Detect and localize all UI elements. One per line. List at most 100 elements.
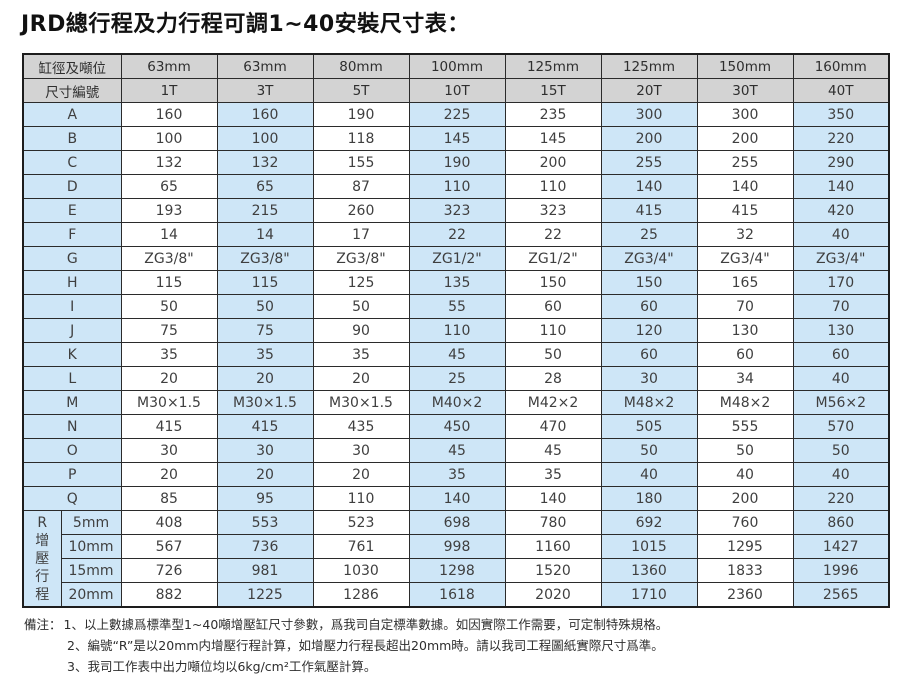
- data-cell: 35: [312, 342, 410, 367]
- data-cell: 125: [312, 270, 410, 295]
- data-cell: 28: [504, 366, 602, 391]
- data-cell: M30×1.5: [312, 390, 410, 415]
- data-cell: 1618: [408, 582, 506, 608]
- data-cell: 882: [120, 582, 218, 608]
- data-cell: 215: [216, 198, 314, 223]
- data-cell: 300: [696, 102, 794, 127]
- table-row: E 193 215 260 323 323 415 415 420: [22, 198, 890, 223]
- data-cell: 193: [120, 198, 218, 223]
- header-diameter-cell: 63mm: [216, 53, 314, 79]
- row-label: C: [22, 150, 122, 175]
- dimension-table: 缸徑及噸位 63mm 63mm 80mm 100mm 125mm 125mm 150mm 16…: [22, 53, 890, 608]
- data-cell: 140: [792, 174, 890, 199]
- data-cell: 110: [312, 486, 410, 511]
- row-label: A: [22, 102, 122, 127]
- data-cell: 255: [600, 150, 698, 175]
- data-cell: 1225: [216, 582, 314, 608]
- data-cell: 87: [312, 174, 410, 199]
- data-cell: 135: [408, 270, 506, 295]
- table-row: I 50 50 50 55 60 60 70 70: [22, 294, 890, 319]
- data-cell: 1286: [312, 582, 410, 608]
- header-tonnage-cell: 15T: [504, 78, 602, 103]
- data-cell: 150: [504, 270, 602, 295]
- data-cell: 40: [696, 462, 794, 487]
- data-cell: 85: [120, 486, 218, 511]
- data-cell: 40: [792, 222, 890, 247]
- notes-prefix: 備注：: [24, 617, 62, 632]
- table-row-r: 20mm 882 1225 1286 1618 2020 1710 2360 2565: [23, 582, 890, 608]
- table-row-r: 10mm 567 736 761 998 1160 1015 1295 1427: [23, 534, 890, 559]
- data-cell: ZG3/4": [696, 246, 794, 271]
- data-cell: 420: [792, 198, 890, 223]
- row-label: O: [22, 438, 122, 463]
- row-label: D: [22, 174, 122, 199]
- data-cell: 760: [696, 510, 794, 535]
- data-cell: 20: [120, 366, 218, 391]
- data-cell: 50: [504, 342, 602, 367]
- data-cell: 225: [408, 102, 506, 127]
- header-diameter-cell: 63mm: [120, 53, 218, 79]
- note-line-1: 備注： 1、以上數據爲標準型1~40噸增壓缸尺寸參數，爲我司自定標準數據。如因實際…: [24, 614, 668, 635]
- data-cell: 523: [312, 510, 410, 535]
- data-cell: 698: [408, 510, 506, 535]
- data-cell: 35: [408, 462, 506, 487]
- table-row: J 75 75 90 110 110 120 130 130: [22, 318, 890, 343]
- data-cell: 110: [504, 318, 602, 343]
- data-cell: 555: [696, 414, 794, 439]
- data-cell: 220: [792, 126, 890, 151]
- row-label: J: [22, 318, 122, 343]
- row-label: K: [22, 342, 122, 367]
- data-cell: 115: [216, 270, 314, 295]
- data-cell: ZG3/8": [120, 246, 218, 271]
- data-cell: 736: [216, 534, 314, 559]
- table-row: B 100 100 118 145 145 200 200 220: [22, 126, 890, 151]
- table-row: A 160 160 190 225 235 300 300 350: [22, 102, 890, 127]
- data-cell: 180: [600, 486, 698, 511]
- data-cell: 415: [600, 198, 698, 223]
- data-cell: 50: [120, 294, 218, 319]
- data-cell: 200: [696, 486, 794, 511]
- data-cell: 110: [408, 318, 506, 343]
- data-cell: 40: [792, 366, 890, 391]
- data-cell: 70: [792, 294, 890, 319]
- note-line-2: 2、編號“R”是以20mm内增壓行程計算，如增壓力行程長超出20mm時。請以我司…: [24, 635, 668, 656]
- row-label: I: [22, 294, 122, 319]
- data-cell: 1295: [696, 534, 794, 559]
- data-cell: 35: [216, 342, 314, 367]
- data-cell: 1427: [792, 534, 890, 559]
- r-label-char: 行: [35, 568, 50, 585]
- data-cell: 415: [696, 198, 794, 223]
- data-cell: ZG3/8": [312, 246, 410, 271]
- table-row: P 20 20 20 35 35 40 40 40: [22, 462, 890, 487]
- data-cell: 1996: [792, 558, 890, 583]
- data-cell: 40: [600, 462, 698, 487]
- data-cell: 132: [120, 150, 218, 175]
- data-cell: 30: [216, 438, 314, 463]
- data-cell: 860: [792, 510, 890, 535]
- data-cell: 45: [504, 438, 602, 463]
- data-cell: M42×2: [504, 390, 602, 415]
- data-cell: 118: [312, 126, 410, 151]
- data-cell: ZG3/8": [216, 246, 314, 271]
- r-label-char: R: [37, 514, 48, 531]
- data-cell: 115: [120, 270, 218, 295]
- table-row: N 415 415 435 450 470 505 555 570: [22, 414, 890, 439]
- data-cell: M40×2: [408, 390, 506, 415]
- note-text-2: 2、編號“R”是以20mm内增壓行程計算，如增壓力行程長超出20mm時。請以我司…: [67, 638, 664, 653]
- data-cell: 50: [792, 438, 890, 463]
- table-row: D 65 65 87 110 110 140 140 140: [22, 174, 890, 199]
- data-cell: 140: [504, 486, 602, 511]
- header-code-label: 尺寸編號: [22, 78, 122, 103]
- data-cell: 60: [600, 294, 698, 319]
- data-cell: M48×2: [600, 390, 698, 415]
- data-cell: M30×1.5: [216, 390, 314, 415]
- data-cell: 22: [408, 222, 506, 247]
- data-cell: 34: [696, 366, 794, 391]
- note-text-3: 3、我司工作表中出力噸位均以6kg/cm²工作氣壓計算。: [67, 659, 377, 674]
- data-cell: 170: [792, 270, 890, 295]
- data-cell: 190: [312, 102, 410, 127]
- data-cell: 55: [408, 294, 506, 319]
- data-cell: 60: [792, 342, 890, 367]
- data-cell: 140: [600, 174, 698, 199]
- data-cell: 726: [120, 558, 218, 583]
